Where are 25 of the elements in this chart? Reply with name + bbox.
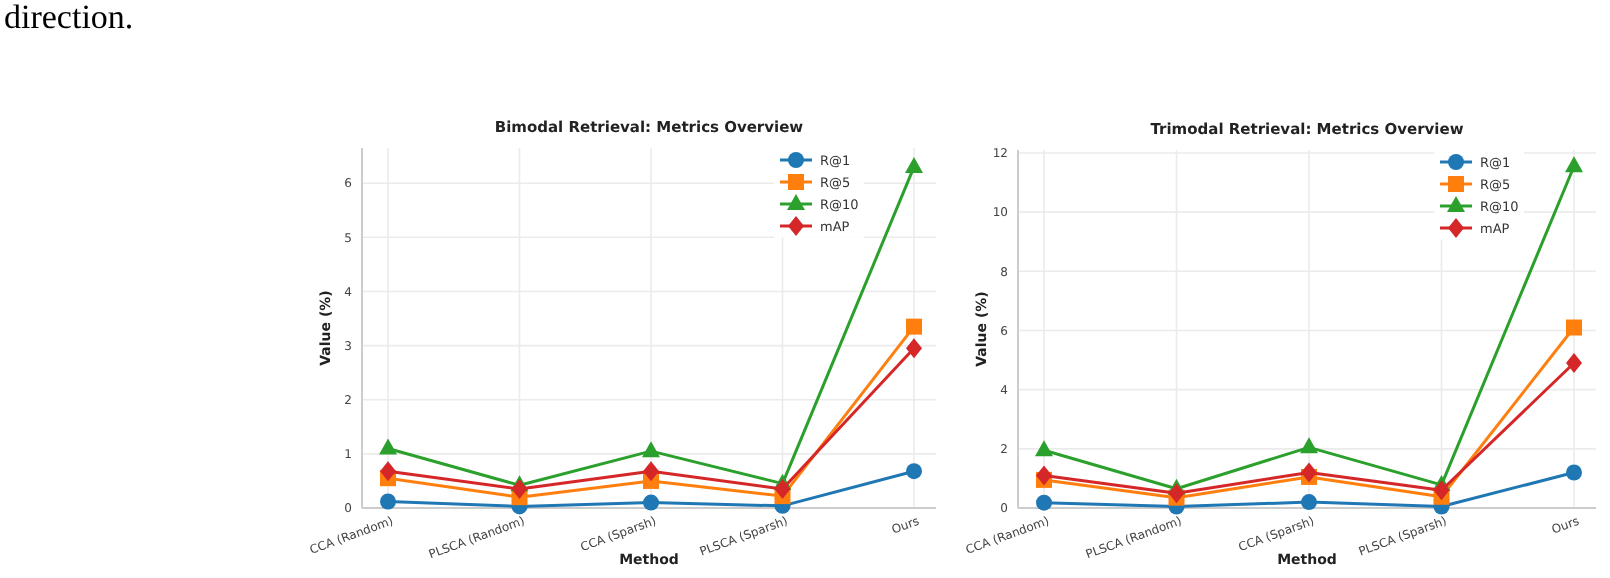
point <box>1301 494 1317 511</box>
point <box>1301 462 1317 483</box>
point <box>380 493 396 510</box>
point <box>379 438 397 455</box>
point <box>1566 353 1582 374</box>
point <box>1036 465 1052 486</box>
point <box>511 479 528 500</box>
point <box>380 461 396 482</box>
point <box>1035 440 1053 457</box>
point <box>906 318 922 335</box>
point <box>906 463 922 480</box>
point <box>643 461 659 482</box>
point <box>905 156 923 173</box>
point <box>1566 319 1582 336</box>
point <box>1036 494 1052 511</box>
point <box>774 479 791 500</box>
point <box>642 441 660 458</box>
point <box>1300 437 1318 454</box>
point <box>1565 156 1583 173</box>
point <box>1168 483 1185 504</box>
point <box>1566 464 1582 481</box>
point <box>906 338 922 359</box>
point <box>643 494 659 511</box>
text: direction. <box>4 0 134 36</box>
point <box>1433 480 1450 501</box>
